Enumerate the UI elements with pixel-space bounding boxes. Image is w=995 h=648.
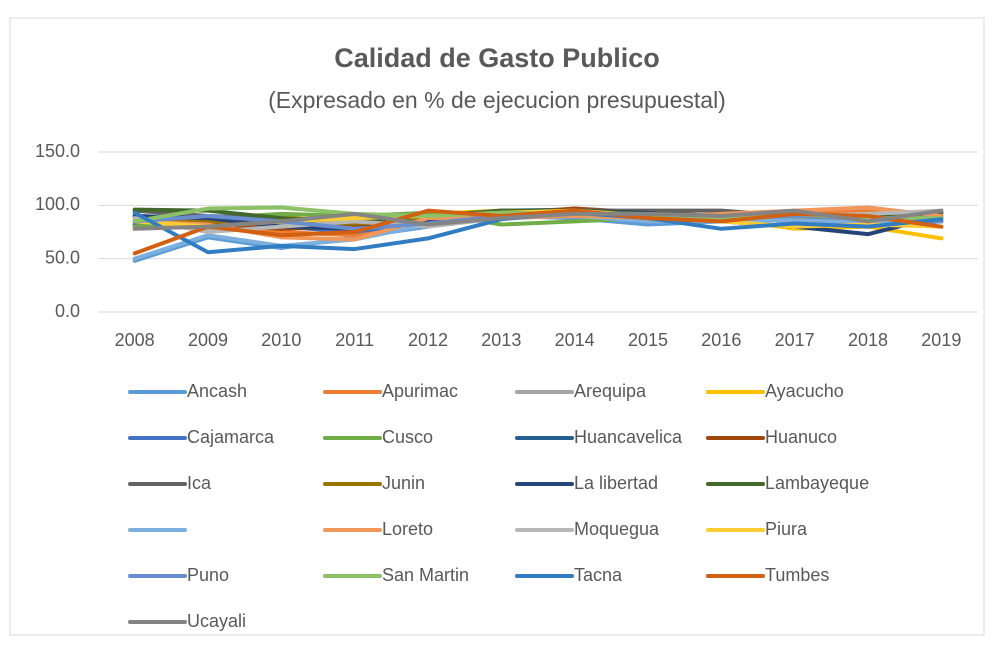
legend-label: La libertad <box>574 473 658 493</box>
x-tick-label: 2013 <box>481 330 521 350</box>
x-tick-label: 2011 <box>335 330 374 350</box>
legend-label: Ayacucho <box>765 381 844 401</box>
legend-label: Tumbes <box>765 565 829 585</box>
legend-label: Ancash <box>187 381 247 401</box>
x-tick-label: 2019 <box>921 330 961 350</box>
legend-label: Ica <box>187 473 212 493</box>
chart-title: Calidad de Gasto Publico <box>334 43 660 73</box>
x-tick-label: 2014 <box>555 330 595 350</box>
chart-border <box>9 17 985 636</box>
legend-label: Piura <box>765 519 808 539</box>
x-tick-label: 2017 <box>775 330 815 350</box>
x-tick-label: 2010 <box>261 330 301 350</box>
legend-label: Cajamarca <box>187 427 275 447</box>
x-tick-label: 2016 <box>701 330 741 350</box>
y-tick-label: 50.0 <box>45 247 80 267</box>
legend-label: Huancavelica <box>574 427 683 447</box>
legend-label: Huanuco <box>765 427 837 447</box>
x-tick-label: 2009 <box>188 330 228 350</box>
y-tick-label: 0.0 <box>55 301 80 321</box>
legend-label: Tacna <box>574 565 623 585</box>
legend-label: Junin <box>382 473 425 493</box>
legend-label: Loreto <box>382 519 433 539</box>
x-tick-label: 2012 <box>408 330 448 350</box>
legend-label: Cusco <box>382 427 433 447</box>
legend-label: Apurimac <box>382 381 458 401</box>
chart-subtitle: (Expresado en % de ejecucion presupuesta… <box>268 87 726 113</box>
y-tick-label: 100.0 <box>35 194 80 214</box>
x-tick-label: 2008 <box>115 330 155 350</box>
series-line <box>132 208 944 231</box>
x-tick-label: 2015 <box>628 330 668 350</box>
legend-label: Ucayali <box>187 611 246 631</box>
legend-label: San Martin <box>382 565 469 585</box>
legend-label: Puno <box>187 565 229 585</box>
legend-label: Moquegua <box>574 519 660 539</box>
x-tick-label: 2018 <box>848 330 888 350</box>
legend-label: Arequipa <box>574 381 647 401</box>
legend-label: Lambayeque <box>765 473 869 493</box>
y-tick-label: 150.0 <box>35 141 80 161</box>
